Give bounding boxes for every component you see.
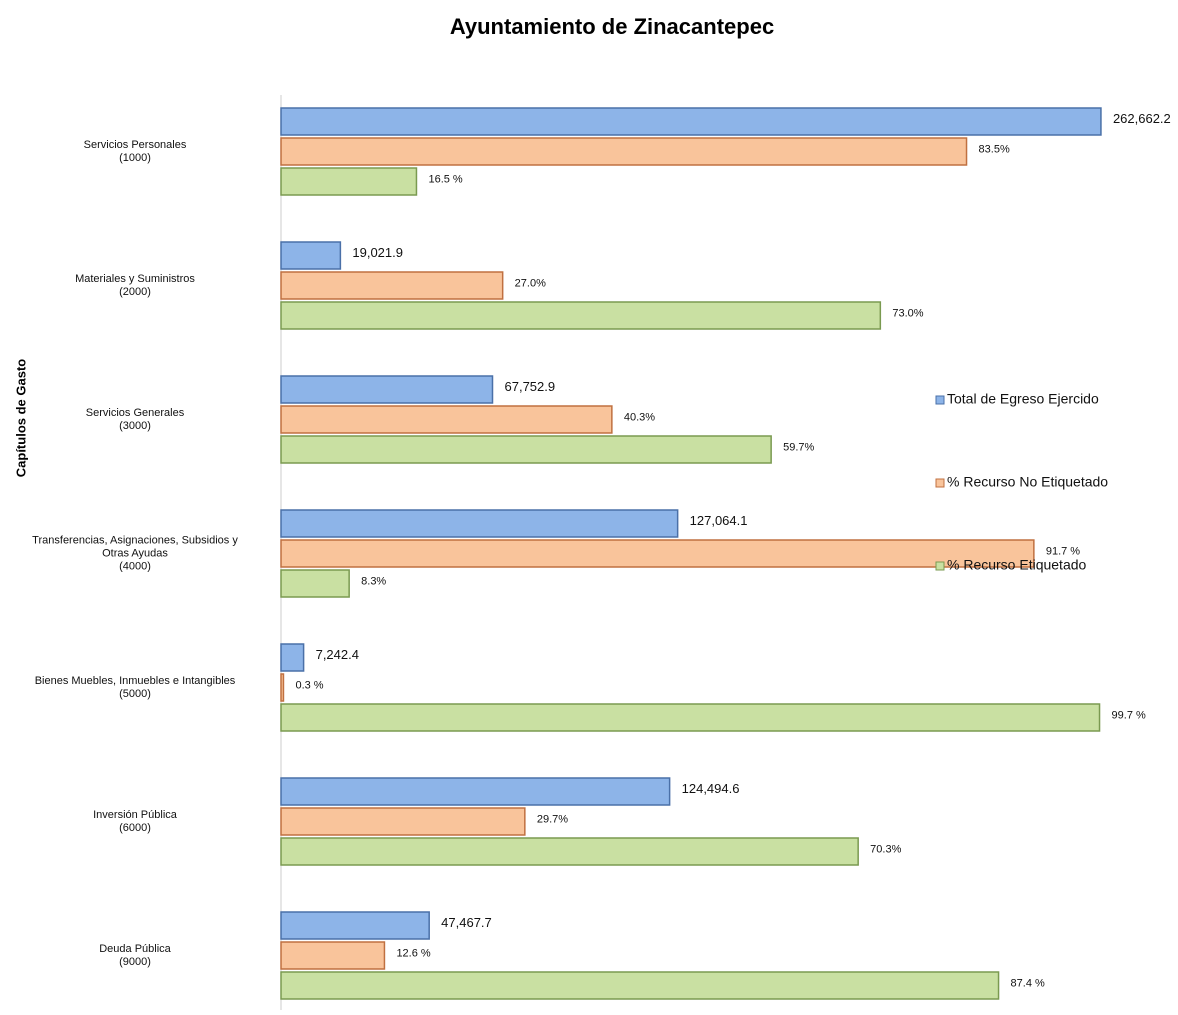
bar — [280, 137, 968, 166]
legend-label: Total de Egreso Ejercido — [947, 391, 1099, 407]
value-label: 262,662.2 — [1113, 111, 1171, 126]
value-label: 99.7 % — [1112, 709, 1146, 721]
legend-label: % Recurso No Etiquetado — [947, 474, 1108, 490]
value-label: 59.7% — [783, 441, 814, 453]
legend-label: % Recurso Etiquetado — [947, 557, 1087, 573]
legend-marker — [935, 395, 945, 405]
value-label: 12.6 % — [396, 947, 430, 959]
bar — [280, 777, 671, 806]
category-label: Deuda Pública (9000) — [99, 942, 171, 968]
bar — [280, 435, 772, 464]
category-label: Transferencias, Asignaciones, Subsidios … — [32, 534, 238, 572]
y-axis-title: Capítulos de Gasto — [13, 359, 28, 478]
bar — [280, 509, 679, 538]
value-label: 40.3% — [624, 411, 655, 423]
bar — [280, 375, 494, 404]
legend-marker — [935, 561, 945, 571]
value-label: 73.0% — [892, 307, 923, 319]
value-label: 47,467.7 — [441, 915, 492, 930]
legend-marker — [935, 478, 945, 488]
chart-title: Ayuntamiento de Zinacantepec — [450, 14, 774, 39]
bar — [280, 539, 1035, 568]
bar — [280, 569, 350, 598]
bar — [280, 673, 285, 702]
bar — [280, 167, 418, 196]
bar — [280, 271, 504, 300]
category-label: Bienes Muebles, Inmuebles e Intangibles … — [34, 674, 236, 700]
bar — [280, 807, 526, 836]
value-label: 91.7 % — [1046, 545, 1080, 557]
value-label: 67,752.9 — [505, 379, 556, 394]
bar — [280, 703, 1101, 732]
value-label: 87.4 % — [1011, 977, 1045, 989]
value-label: 27.0% — [515, 277, 546, 289]
value-label: 127,064.1 — [690, 513, 748, 528]
value-label: 124,494.6 — [682, 781, 740, 796]
bar — [280, 405, 613, 434]
value-label: 0.3 % — [295, 679, 323, 691]
category-label: Servicios Personales (1000) — [83, 138, 187, 164]
bar — [280, 837, 859, 866]
bar — [280, 107, 1102, 136]
value-label: 29.7% — [537, 813, 568, 825]
bar — [280, 301, 882, 330]
value-label: 16.5 % — [428, 173, 462, 185]
bar — [280, 971, 1000, 1000]
bar — [280, 241, 342, 270]
value-label: 83.5% — [979, 143, 1010, 155]
value-label: 7,242.4 — [316, 647, 359, 662]
bar — [280, 643, 305, 672]
value-label: 19,021.9 — [352, 245, 403, 260]
bar — [280, 941, 386, 970]
value-label: 70.3% — [870, 843, 901, 855]
category-label: Servicios Generales (3000) — [85, 406, 185, 432]
category-label: Materiales y Suministros (2000) — [75, 272, 195, 298]
bar — [280, 911, 430, 940]
value-label: 8.3% — [361, 575, 386, 587]
category-label: Inversión Pública (6000) — [93, 808, 177, 834]
